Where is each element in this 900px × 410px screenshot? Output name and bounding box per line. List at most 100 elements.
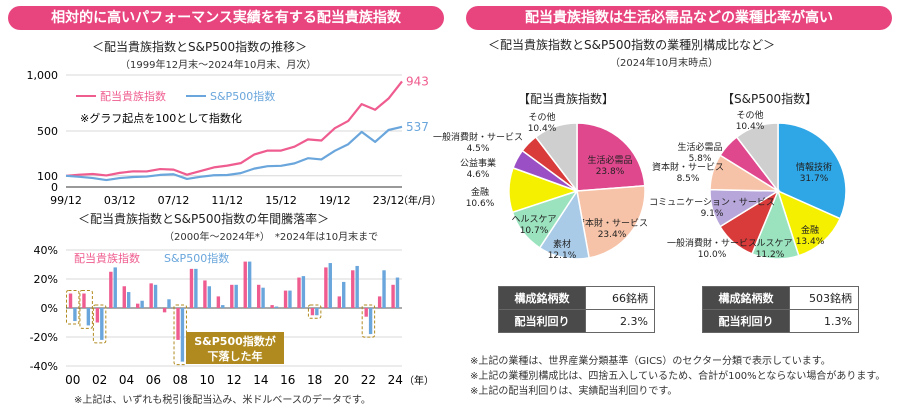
footnote-3: ※上記の配当利回りは、実績配当利回りです。 (470, 386, 678, 397)
pie-value-label: 9.1% (701, 209, 724, 219)
x-tick-label: 24 (388, 373, 403, 387)
aristocrats-bar (162, 308, 167, 313)
bar-chart-title: ＜配当貴族指数とS&P500指数の年間騰落率＞ (78, 212, 330, 226)
pie-slice (534, 122, 578, 194)
pie-label: 公益事業 (460, 157, 496, 169)
y-tick-label: 40% (34, 244, 58, 257)
table-key: 配当利回り (702, 309, 790, 333)
sp500-bar (368, 308, 373, 335)
sp500-bar (126, 292, 131, 308)
pie-value-label: 10.7% (520, 226, 549, 236)
aristocrats-bar (377, 296, 382, 308)
highlight-box (79, 290, 93, 329)
aristocrats-bar (297, 277, 301, 308)
pie-label: ヘルスケア (747, 238, 792, 249)
x-tick-label: 18 (307, 373, 322, 387)
pie-value-label: 23.8% (596, 167, 625, 177)
aristocrats-bar (243, 261, 247, 308)
aristocrats-bar (256, 284, 261, 308)
callout-text: 下落した年 (208, 349, 263, 363)
pie-slice (735, 122, 779, 194)
highlight-box (361, 304, 376, 338)
right-banner: 配当貴族指数は生活必需品などの業種比率が高い (466, 6, 892, 30)
legend-label-sp500: S&P500指数 (210, 89, 275, 103)
pie-value-label: 8.5% (677, 174, 700, 184)
pie-label: 一般消費財・サービス (667, 237, 757, 249)
sp500-bar (355, 265, 359, 308)
pie-section-title: ＜配当貴族指数とS&P500指数の業種別構成比など＞ (488, 38, 776, 52)
table-key: 構成銘柄数 (702, 286, 790, 310)
aristocrats-bar (364, 308, 368, 317)
aristocrats-bar (176, 308, 180, 340)
aristocrats-bar (109, 271, 113, 308)
y-tick-label: 0% (41, 302, 58, 315)
y-tick-label: 500 (37, 125, 58, 138)
x-unit-label: （年/月） (398, 194, 441, 207)
pie-value-label: 12.1% (548, 251, 577, 261)
bar-footnote: ※上記は、いずれも税引後配当込み、米ドルベースのデータです。 (74, 395, 371, 406)
sp500-bar (247, 261, 252, 308)
end-value-label: 537 (406, 120, 429, 134)
sp500-bar (153, 284, 158, 308)
sp500-bar (288, 290, 292, 308)
sp500-bar (86, 308, 91, 326)
pie-label: コミュニケーション・サービス (649, 197, 775, 208)
x-tick-label: 11/12 (211, 194, 243, 207)
x-tick-label: 00 (65, 373, 80, 387)
pie-value-label: 10.4% (528, 124, 557, 134)
sp500-bar (73, 308, 77, 322)
x-tick-label: 15/12 (265, 194, 297, 207)
pie-label: 情報技術 (796, 161, 832, 173)
table-row: 構成銘柄数 503銘柄 (702, 286, 859, 310)
aristocrats-bar (149, 283, 153, 308)
sp500-bar (395, 277, 400, 308)
highlight-box (92, 304, 107, 344)
sp500-bar (382, 270, 386, 308)
x-tick-label: 06 (146, 373, 161, 387)
footnote-2: ※上記の業種別構成比は、四捨五入しているため、合計が100%とならない場合があり… (470, 371, 886, 382)
y-tick-label: 100 (37, 170, 58, 183)
callout-box (186, 332, 284, 364)
pie-value-label: 31.7% (800, 174, 829, 184)
right-info-table: 構成銘柄数 503銘柄 配当利回り 1.3% (702, 286, 859, 333)
aristocrats-bar (310, 308, 315, 316)
pie-value-label: 4.6% (467, 170, 490, 180)
sp500-bar (274, 306, 279, 308)
pie-value-label: 23.4% (598, 230, 627, 240)
aristocrats-bar (230, 284, 234, 308)
sp500-bar (315, 308, 319, 316)
bar-chart-subtitle: （2000年～2024年*） *2024年は10月末まで (164, 232, 379, 243)
sp500-bar (342, 281, 346, 308)
pie-slice (777, 122, 847, 220)
pie-label: 金融 (801, 224, 819, 236)
table-value: 66銘柄 (585, 286, 655, 310)
x-tick-label: 23/12 (373, 194, 405, 207)
aristocrats-bar (82, 293, 86, 308)
sp500-bar (100, 308, 104, 340)
table-key: 構成銘柄数 (498, 286, 586, 310)
right-pie-title: 【S&P500指数】 (722, 92, 818, 106)
sp500-bar (301, 276, 306, 308)
left-info-table: 構成銘柄数 66銘柄 配当利回り 2.3% (498, 286, 655, 333)
sp500-bar (113, 267, 117, 308)
x-tick-label: 03/12 (104, 194, 136, 207)
table-key: 配当利回り (498, 309, 586, 333)
x-tick-label: 07/12 (158, 194, 190, 207)
aristocrats-bar (270, 305, 274, 308)
pie-label: 資本財・サービス (652, 161, 724, 173)
pie-value-label: 4.5% (467, 144, 490, 154)
pie-value-label: 13.4% (796, 237, 825, 247)
line-chart-subtitle: （1999年12月末～2024年10月末、月次） (120, 60, 317, 71)
pie-label: その他 (736, 109, 763, 121)
aristocrats-bar (216, 296, 221, 308)
pie-label: 生活必需品 (677, 141, 722, 153)
sp500-bar (180, 308, 185, 362)
end-value-label: 943 (406, 74, 429, 88)
aristocrats-bar (324, 267, 328, 308)
footnote-1: ※上記の業種は、世界産業分類基準（GICS）のセクター分類で表示しています。 (470, 356, 831, 367)
table-row: 配当利回り 1.3% (702, 309, 859, 333)
aristocrats-bar (351, 270, 355, 308)
y-tick-label: 1,000 (27, 69, 59, 82)
y-tick-label: -20% (30, 331, 58, 344)
